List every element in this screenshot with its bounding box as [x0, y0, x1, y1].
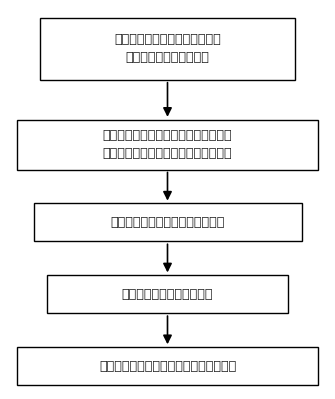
FancyBboxPatch shape	[34, 203, 302, 241]
FancyBboxPatch shape	[40, 18, 295, 80]
Text: 给定正弦充磁内外转子永磁体阵列极对
数、磁极尺寸、每极磁块数及磁化方向: 给定正弦充磁内外转子永磁体阵列极对 数、磁极尺寸、每极磁块数及磁化方向	[103, 129, 232, 160]
Text: 磁齿轮内外转子电磁转矩和矩角特性计算: 磁齿轮内外转子电磁转矩和矩角特性计算	[99, 359, 236, 373]
Text: 确定正弦充磁磁齿轮基本结构参数: 确定正弦充磁磁齿轮基本结构参数	[110, 216, 225, 229]
FancyBboxPatch shape	[17, 347, 318, 385]
Text: 建立正弦充磁永磁体阵列数学模
型，编写相应的计算程序: 建立正弦充磁永磁体阵列数学模 型，编写相应的计算程序	[114, 34, 221, 64]
FancyBboxPatch shape	[17, 120, 318, 170]
FancyBboxPatch shape	[47, 275, 288, 313]
Text: 解析法计算磁齿轮静态磁场: 解析法计算磁齿轮静态磁场	[122, 288, 213, 301]
